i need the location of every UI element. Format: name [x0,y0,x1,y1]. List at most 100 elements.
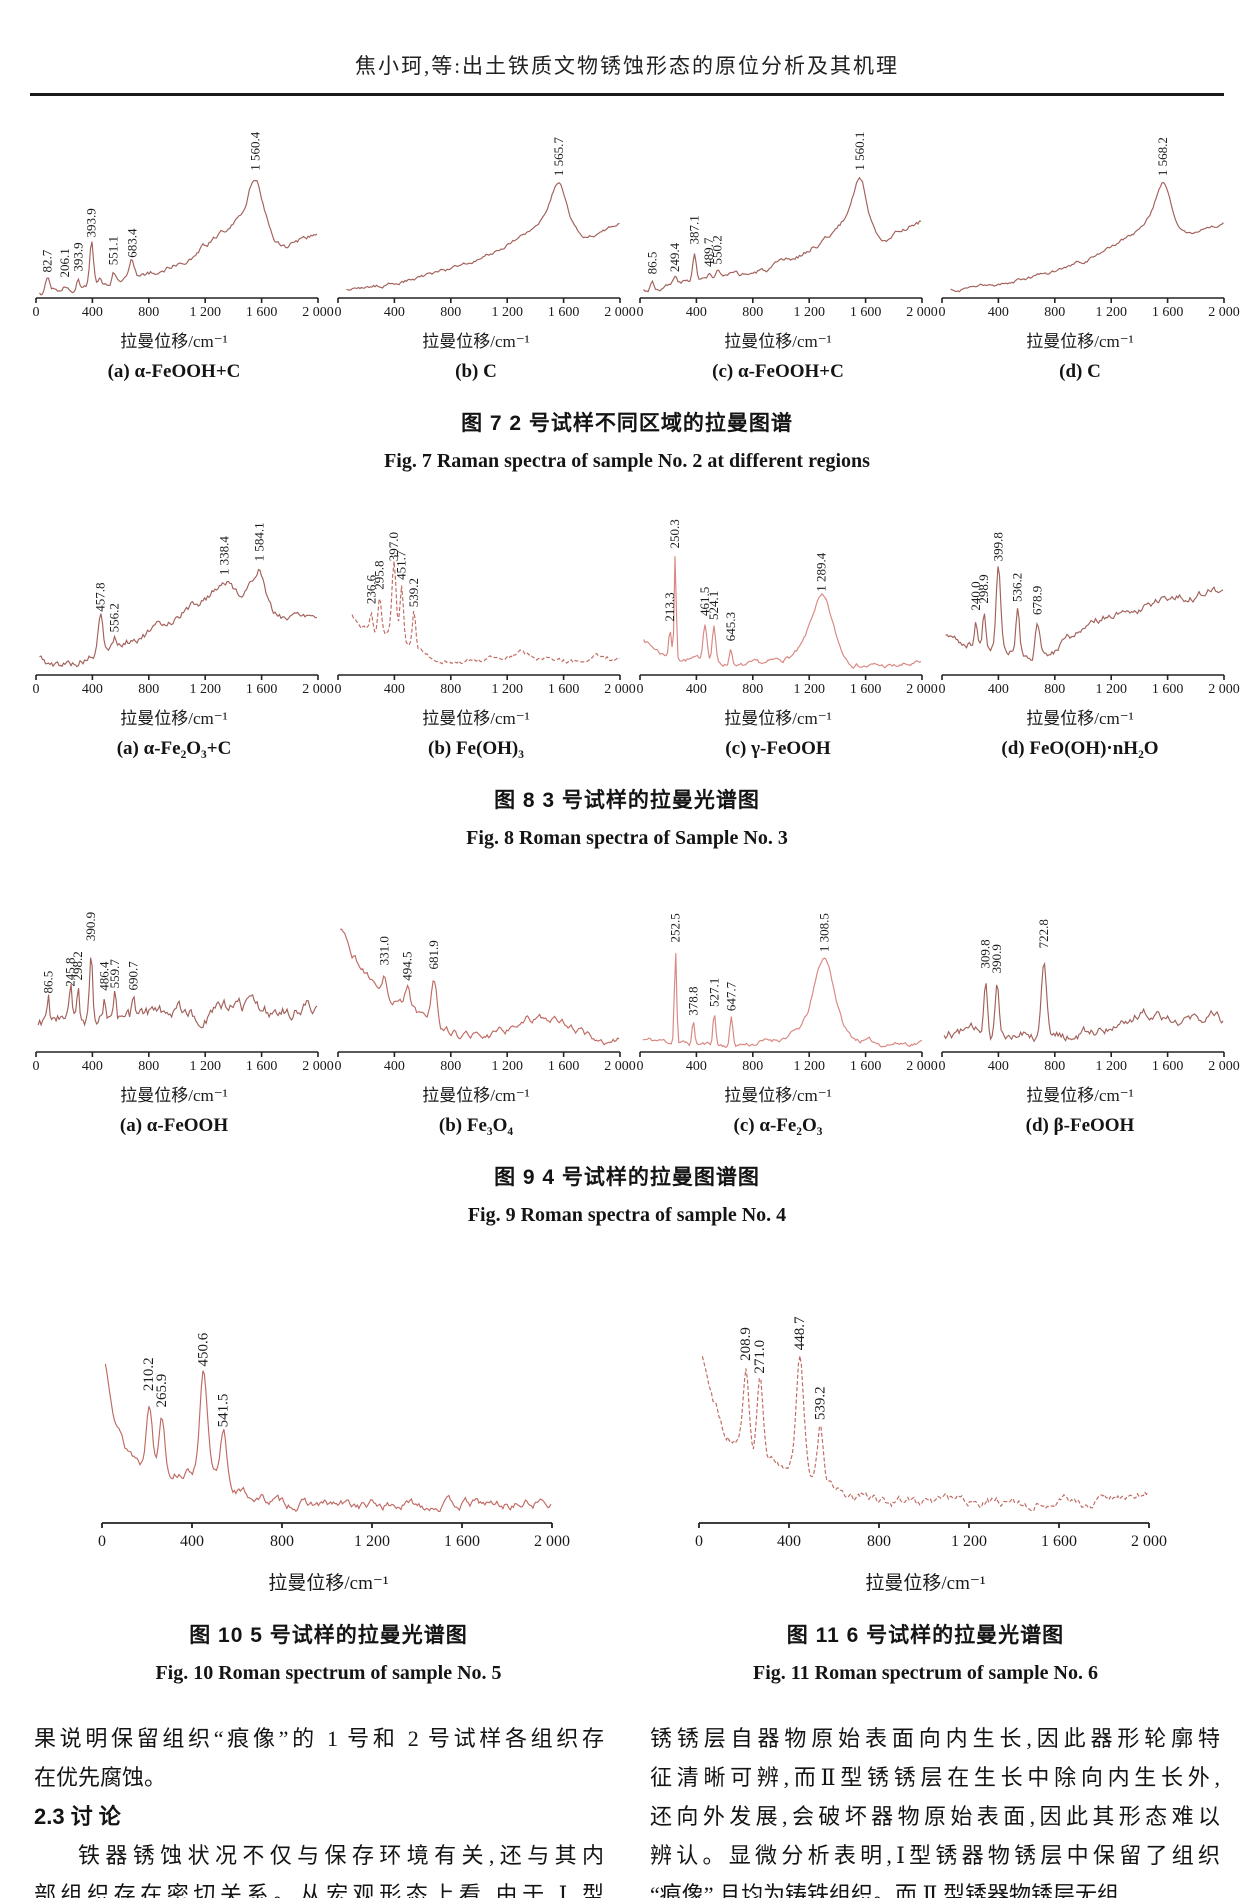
figure-caption-zh: 图 7 2 号试样不同区域的拉曼图谱 [461,412,793,435]
raman-spectrum-panel: 0 400 800 1 200 1 600 2 000 1 568.2 拉曼位移/cm⁻¹ (d… [930,110,1240,383]
peak-label: 399.8 [990,532,1005,561]
x-tick-label: 800 [1044,1059,1065,1074]
peak-label: 390.9 [83,912,98,941]
peak-label: 86.5 [644,252,659,275]
panel-caption: (c) γ-FeOOH [725,738,831,759]
peak-label: 1 568.2 [1155,137,1170,176]
panel-row: 0 400 800 1 200 1 600 2 000 82.7 206.1 393.9 393.… [0,110,1254,383]
panel-caption: (b) C [455,361,497,382]
figure-caption-en: Fig. 7 Raman spectra of sample No. 2 at … [384,450,870,472]
x-tick-label: 1 600 [1152,305,1184,320]
peak-label: 550.2 [710,235,725,264]
raman-spectrum-panel: 0 400 800 1 200 1 600 2 000 331.0 494.5 681.9 拉曼位… [326,864,636,1137]
figure-caption-zh: 图 10 5 号试样的拉曼光谱图 [189,1624,468,1647]
x-tick-label: 400 [180,1533,204,1550]
peak-label: 295.8 [372,561,387,590]
raman-spectrum-panel: 0 400 800 1 200 1 600 2 000 457.8 556.2 1 338.4 1… [24,487,334,760]
peak-label: 678.9 [1030,586,1045,615]
x-tick-label: 400 [686,1059,707,1074]
x-tick-label: 2 000 [906,682,938,697]
x-tick-label: 1 600 [548,1059,580,1074]
body-line: 锈锈层自器物原始表面向内生长,因此器形轮廓特 [650,1726,1220,1751]
panel-row: 0 400 800 1 200 1 600 2 000 457.8 556.2 1 338.4 1… [0,487,1254,760]
x-axis-label: 拉曼位移/cm⁻¹ [1026,332,1134,351]
peak-label: 489.7 [701,237,716,267]
panel-caption: (b) Fe(OH)₃ [428,738,524,759]
x-tick-label: 0 [33,682,40,697]
peak-label: 450.6 [196,1332,212,1366]
peak-label: 539.2 [813,1386,829,1420]
x-tick-label: 0 [98,1533,106,1550]
panel-caption: (b) Fe₃O₄ [438,1115,514,1136]
peak-label: 265.9 [154,1374,170,1408]
x-tick-label: 800 [138,1059,159,1074]
figure-fig10: 0 400 800 1 200 1 600 2 000 210.2 265.9 450.6 541… [42,1261,615,1685]
x-tick-label: 2 000 [1208,1059,1240,1074]
x-tick-label: 400 [686,305,707,320]
raman-spectrum-panel: 0 400 800 1 200 1 600 2 000 236.6 295.8 397.0 451… [326,487,636,760]
x-axis-label: 拉曼位移/cm⁻¹ [120,1086,228,1105]
figures-area: 0 400 800 1 200 1 600 2 000 82.7 206.1 393.9 393.… [0,96,1254,1685]
panel-caption: (a) α-FeOOH [119,1115,229,1136]
body-line: 2.3 讨 论 [34,1804,121,1829]
x-axis-label: 拉曼位移/cm⁻¹ [724,709,832,728]
peak-label: 249.4 [667,242,682,272]
x-tick-label: 1 200 [793,682,825,697]
x-tick-label: 2 000 [1208,682,1240,697]
peak-label: 298.2 [70,951,85,980]
x-tick-label: 1 600 [1152,682,1184,697]
peak-label: 448.7 [793,1316,809,1350]
spectrum-chart: 0 400 800 1 200 1 600 2 000 252.5 378.8 527.1 647… [637,913,938,1074]
x-tick-label: 800 [440,1059,461,1074]
body-line: 在优先腐蚀。 [34,1765,167,1790]
body-line: 部组织存在密切关系。从宏观形态上看,由于 Ⅰ 型 [34,1882,604,1898]
x-tick-label: 1 600 [246,682,278,697]
x-tick-label: 0 [637,1059,644,1074]
panel-caption: (c) α-Fe₂O₃ [733,1115,823,1136]
x-tick-label: 400 [988,305,1009,320]
x-axis-label: 拉曼位移/cm⁻¹ [120,709,228,728]
figure-caption-en: Fig. 9 Roman spectra of sample No. 4 [467,1204,787,1226]
peak-label: 393.9 [84,208,99,237]
x-tick-label: 400 [82,1059,103,1074]
peak-label: 681.9 [426,940,441,969]
x-tick-label: 1 200 [793,1059,825,1074]
x-tick-label: 1 200 [491,682,523,697]
peak-label: 647.7 [723,981,738,1011]
x-tick-label: 0 [33,1059,40,1074]
x-tick-label: 800 [440,305,461,320]
page-header: 焦小珂,等:出土铁质文物锈蚀形态的原位分析及其机理 [0,50,1254,96]
x-tick-label: 2 000 [1131,1533,1167,1550]
x-tick-label: 1 200 [793,305,825,320]
x-tick-label: 0 [335,682,342,697]
peak-label: 1 289.4 [814,552,829,592]
x-tick-label: 1 200 [1095,305,1127,320]
peak-label: 271.0 [752,1340,768,1374]
x-tick-label: 0 [335,1059,342,1074]
x-tick-label: 1 600 [246,305,278,320]
panel-row: 0 400 800 1 200 1 600 2 000 208.9 271.0 448.7 539… [639,1261,1212,1595]
peak-label: 527.1 [706,978,721,1007]
x-tick-label: 400 [686,682,707,697]
x-tick-label: 0 [335,305,342,320]
peak-label: 378.8 [685,987,700,1016]
text-column-right: 锈锈层自器物原始表面向内生长,因此器形轮廓特 征清晰可辨,而Ⅱ型锈锈层在生长中除向… [650,1719,1220,1898]
peak-label: 210.2 [142,1357,158,1391]
peak-label: 1 338.4 [217,536,232,576]
x-axis-label: 拉曼位移/cm⁻¹ [1026,1086,1134,1105]
x-tick-label: 800 [742,1059,763,1074]
x-tick-label: 2 000 [302,305,334,320]
peak-label: 236.6 [363,574,378,604]
x-tick-label: 1 200 [1095,1059,1127,1074]
peak-label: 393.9 [70,242,85,271]
peak-label: 486.4 [97,961,112,991]
x-tick-label: 800 [742,305,763,320]
x-tick-label: 1 200 [491,1059,523,1074]
peak-label: 536.2 [1010,573,1025,602]
raman-spectrum-panel: 0 400 800 1 200 1 600 2 000 208.9 271.0 448.7 539… [675,1261,1175,1595]
x-tick-label: 400 [384,1059,405,1074]
